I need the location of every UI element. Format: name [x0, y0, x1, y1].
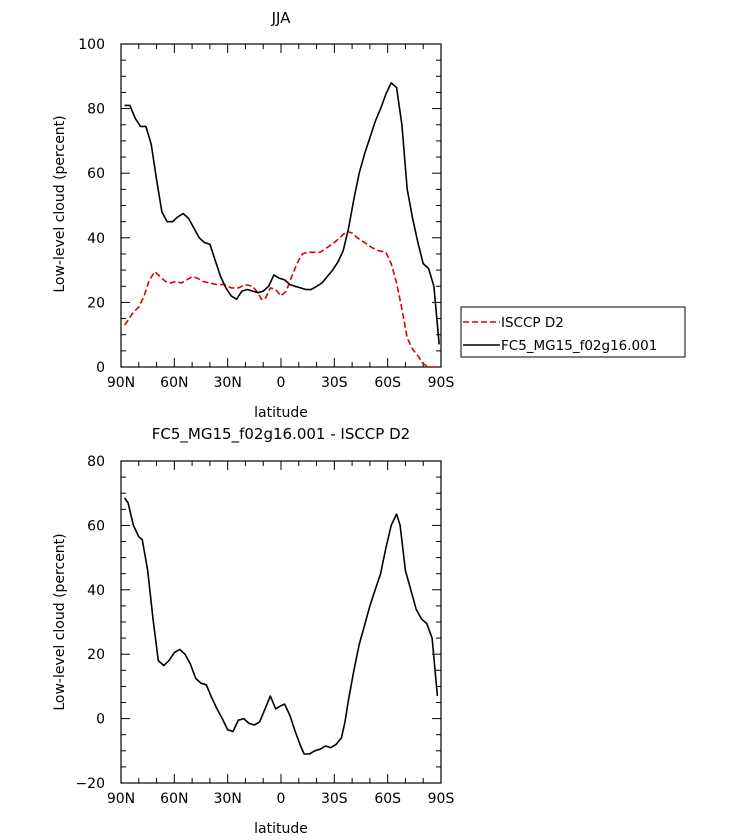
bottom-y-tick-label: 60	[87, 518, 105, 534]
top-x-tick-label: 30S	[321, 375, 348, 391]
top-series-line-1	[124, 82, 440, 345]
bottom-chart-title: FC5_MG15_f02g16.001 - ISCCP D2	[152, 425, 410, 444]
bottom-y-tick-label: 40	[87, 583, 105, 599]
bottom-x-tick-label: 30N	[214, 791, 242, 807]
top-y-tick-label: 80	[87, 102, 105, 118]
top-x-tick-label: 60N	[160, 375, 188, 391]
bottom-chart-x-axis-label: latitude	[254, 821, 308, 837]
top-series-line-0	[123, 230, 434, 368]
top-chart-plot-area: 90N 60N 30N 0 30S 60S 90S 0 20 40 60 80 100	[78, 37, 454, 391]
bottom-y-tick-label: −20	[75, 776, 105, 792]
bottom-chart-frame	[120, 460, 442, 784]
top-x-tick-label: 90S	[428, 375, 455, 391]
bottom-y-tick-label: 80	[87, 454, 105, 470]
top-y-tick-label: 100	[78, 37, 105, 53]
bottom-chart: FC5_MG15_f02g16.001 - ISCCP D2 90N 60N 30N…	[52, 425, 454, 837]
top-chart-y-axis-label: Low-level cloud (percent)	[52, 115, 68, 292]
top-x-tick-label: 30N	[214, 375, 242, 391]
top-chart-legend: ISCCP D2 FC5_MG15_f02g16.001	[460, 306, 686, 358]
bottom-series-line-0	[123, 497, 439, 755]
top-chart-title: JJA	[271, 9, 292, 27]
legend-label-fc5: FC5_MG15_f02g16.001	[501, 338, 657, 354]
top-y-tick-label: 40	[87, 231, 105, 247]
bottom-y-tick-label: 0	[96, 712, 105, 728]
top-y-tick-label: 20	[87, 295, 105, 311]
bottom-x-tick-label: 60S	[374, 791, 401, 807]
legend-box	[460, 306, 686, 358]
top-chart: JJA 90N 60N 30N 0 30S 60S 90S 0 20 40 60 80 100 lati…	[52, 9, 686, 421]
legend-label-isccp-d2: ISCCP D2	[501, 315, 564, 331]
bottom-chart-y-axis-label: Low-level cloud (percent)	[52, 533, 68, 710]
bottom-x-tick-label: 90N	[107, 791, 135, 807]
top-x-tick-label: 0	[277, 375, 286, 391]
top-x-tick-label: 90N	[107, 375, 135, 391]
bottom-x-tick-label: 0	[277, 791, 286, 807]
top-x-tick-label: 60S	[374, 375, 401, 391]
bottom-y-tick-label: 20	[87, 647, 105, 663]
top-y-tick-label: 60	[87, 166, 105, 182]
bottom-x-tick-label: 30S	[321, 791, 348, 807]
top-chart-frame	[120, 43, 442, 368]
top-y-tick-label: 0	[96, 360, 105, 376]
top-chart-x-axis-label: latitude	[254, 405, 308, 421]
bottom-x-tick-label: 60N	[160, 791, 188, 807]
bottom-x-tick-label: 90S	[428, 791, 455, 807]
bottom-chart-plot-area: 90N 60N 30N 0 30S 60S 90S −20 0 20 40 60 80	[75, 454, 454, 807]
